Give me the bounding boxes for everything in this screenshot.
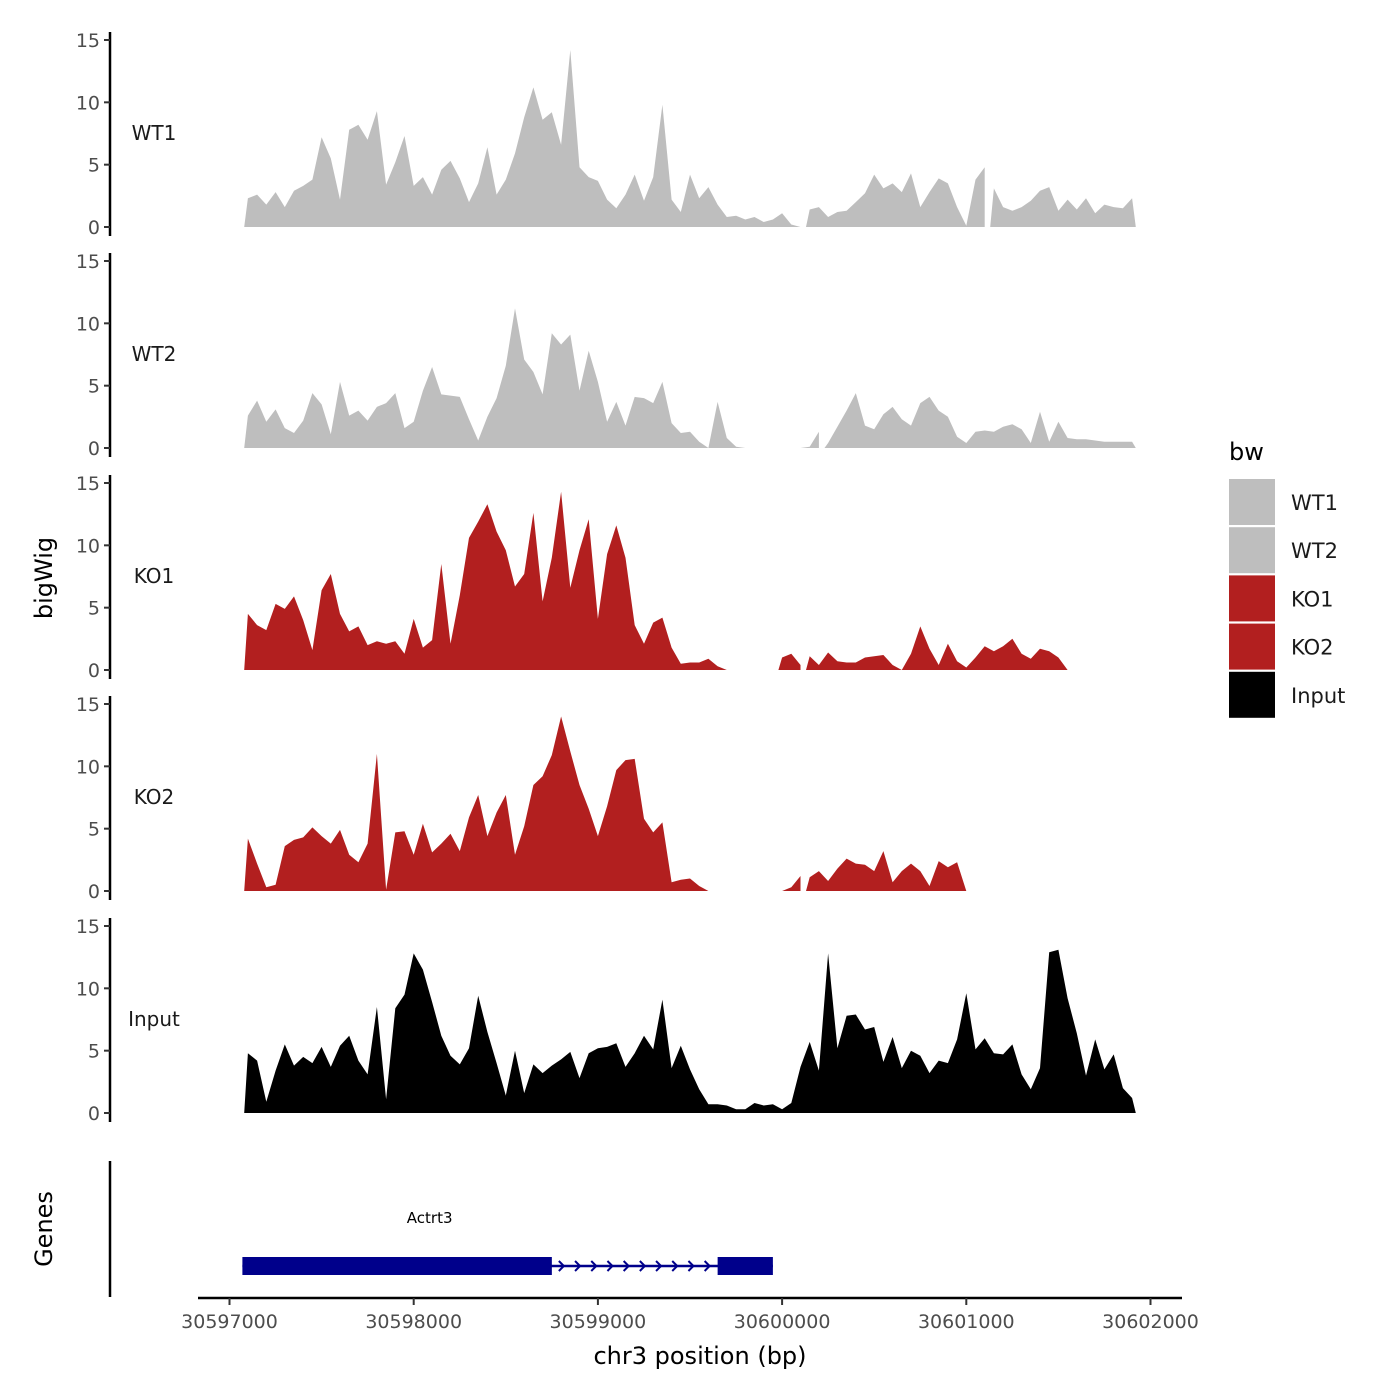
- legend-entry-wt1: WT1: [1229, 479, 1338, 525]
- legend-swatch: [1229, 479, 1275, 525]
- coverage-area-ko1-1: [244, 491, 773, 670]
- y-tick-label: 5: [88, 819, 100, 841]
- x-tick-label: 30598000: [365, 1311, 462, 1333]
- coverage-area-input-1: [244, 949, 1136, 1113]
- legend-label: WT2: [1291, 539, 1338, 563]
- y-tick-label: 15: [76, 916, 100, 938]
- x-tick-label: 30602000: [1102, 1311, 1199, 1333]
- track-label: WT2: [132, 342, 177, 366]
- coverage-area-wt2-3: [824, 393, 1136, 448]
- coverage-area-wt1-3: [990, 187, 1136, 227]
- x-axis-title: chr3 position (bp): [593, 1342, 806, 1370]
- gene-actrt3: Actrt3: [242, 1209, 773, 1275]
- gene-exon: [242, 1257, 552, 1275]
- x-tick-label: 30601000: [918, 1311, 1015, 1333]
- legend-swatch: [1229, 527, 1275, 574]
- track-input: 0 5 10 15 Input: [76, 916, 1136, 1125]
- y-tick-label: 0: [88, 217, 100, 239]
- y-tick-label: 10: [76, 756, 100, 778]
- x-tick-label: 30599000: [550, 1311, 647, 1333]
- track-label: WT1: [132, 121, 177, 145]
- strand-arrow: [687, 1260, 695, 1272]
- y-tick-label: 5: [88, 598, 100, 620]
- coverage-area-wt1-1: [244, 50, 801, 227]
- track-label: KO1: [134, 564, 175, 588]
- strand-arrow: [703, 1260, 712, 1272]
- strand-arrow: [622, 1260, 631, 1272]
- legend-entry-input: Input: [1229, 671, 1345, 718]
- strand-arrow: [558, 1260, 566, 1272]
- gene-exon: [717, 1257, 773, 1275]
- coverage-area-ko2-1: [244, 716, 773, 891]
- x-tick-label: 30597000: [181, 1311, 278, 1333]
- y-tick-label: 5: [88, 1041, 100, 1063]
- track-ko2: 0 5 10 15 KO2: [76, 694, 1136, 903]
- gene-track: Genes Actrt3: [30, 1161, 773, 1297]
- legend-label: Input: [1291, 684, 1345, 708]
- y-axis-title: bigWig: [30, 537, 58, 619]
- strand-arrow: [671, 1260, 679, 1272]
- strand-arrow: [655, 1260, 663, 1272]
- legend-label: KO2: [1291, 636, 1334, 660]
- x-axis: 30597000 30598000 30599000 30600000 30601000…: [181, 1296, 1199, 1333]
- legend-entry-wt2: WT2: [1229, 527, 1338, 574]
- strand-arrow: [606, 1260, 614, 1272]
- y-tick-label: 15: [76, 251, 100, 273]
- coverage-area-wt1-2: [806, 167, 985, 227]
- strand-arrow: [590, 1260, 598, 1272]
- strand-arrow: [574, 1260, 582, 1272]
- legend-swatch: [1229, 671, 1275, 718]
- y-tick-label: 15: [76, 694, 100, 716]
- y-tick-label: 0: [88, 1103, 100, 1125]
- y-tick-label: 0: [88, 438, 100, 460]
- y-tick-label: 10: [76, 92, 100, 114]
- y-tick-label: 15: [76, 473, 100, 495]
- track-wt2: 0 5 10 15 WT2: [76, 251, 1136, 460]
- legend-label: KO1: [1291, 587, 1334, 611]
- y-tick-label: 5: [88, 376, 100, 398]
- legend-label: WT1: [1291, 491, 1338, 515]
- y-tick-label: 0: [88, 660, 100, 682]
- coverage-area-ko1-2: [778, 653, 801, 670]
- track-label: Input: [128, 1007, 180, 1031]
- coverage-area-wt2-2: [778, 431, 819, 448]
- legend-title: bw: [1229, 438, 1264, 466]
- y-tick-label: 10: [76, 313, 100, 335]
- track-ko1: 0 5 10 15 KO1: [76, 473, 1136, 682]
- bigwig-tracks: 0 5 10 15 WT1 0 5 10 15 WT2 0 5 10 15 KO1 0 5 10 15 KO2 0 5 10…: [76, 30, 1136, 1125]
- y-tick-label: 0: [88, 881, 100, 903]
- genes-track-title: Genes: [30, 1191, 58, 1267]
- legend-entry-ko2: KO2: [1229, 623, 1334, 670]
- gene-label: Actrt3: [407, 1209, 453, 1227]
- y-tick-label: 5: [88, 155, 100, 177]
- track-label: KO2: [134, 785, 175, 809]
- legend: bw WT1 WT2 KO1 KO2 Input: [1229, 438, 1345, 718]
- legend-swatch: [1229, 623, 1275, 670]
- x-tick-label: 30600000: [734, 1311, 831, 1333]
- coverage-area-ko2-3: [806, 851, 1136, 891]
- coverage-area-wt2-1: [244, 308, 773, 448]
- strand-arrow: [639, 1260, 647, 1272]
- track-wt1: 0 5 10 15 WT1: [76, 30, 1136, 239]
- coverage-area-ko2-2: [778, 876, 801, 891]
- legend-entry-ko1: KO1: [1229, 575, 1334, 622]
- coverage-area-ko1-3: [806, 626, 1136, 670]
- y-tick-label: 15: [76, 30, 100, 52]
- y-tick-label: 10: [76, 978, 100, 1000]
- legend-swatch: [1229, 575, 1275, 622]
- y-tick-label: 10: [76, 535, 100, 557]
